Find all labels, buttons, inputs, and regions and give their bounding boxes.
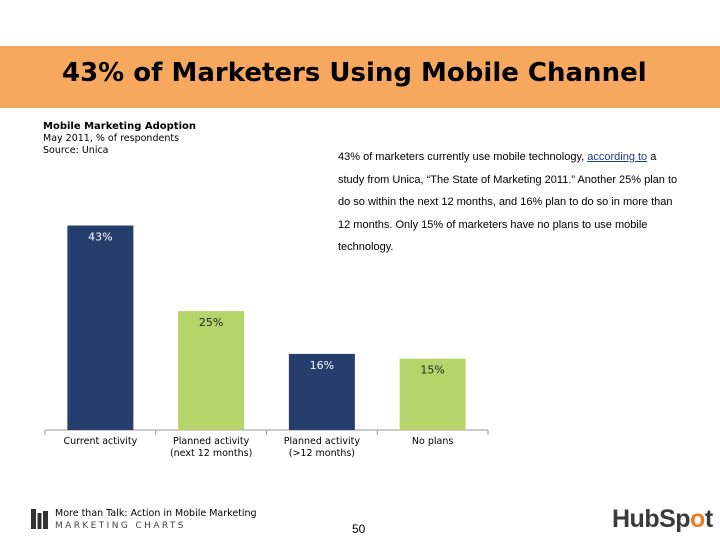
- data-label: 16%: [310, 359, 334, 372]
- hubspot-logo-accent: o: [690, 505, 705, 533]
- summary-text-end: a study from Unica, “The State of Market…: [338, 151, 678, 253]
- data-label: 43%: [88, 231, 112, 244]
- bar: [178, 311, 245, 430]
- category-label: Planned activity: [284, 436, 361, 447]
- bar: [67, 225, 134, 430]
- chart-subtitle: May 2011, % of respondents: [43, 133, 180, 144]
- data-label: 25%: [199, 316, 223, 329]
- footer-caption: More than Talk: Action in Mobile Marketi…: [55, 508, 257, 519]
- hubspot-logo: HubSpot: [612, 505, 713, 534]
- category-label: No plans: [412, 436, 453, 447]
- bar: [288, 353, 355, 430]
- category-label: (next 12 months): [170, 448, 252, 459]
- source-link[interactable]: according to: [587, 151, 648, 163]
- category-label: (>12 months): [289, 448, 355, 459]
- summary-paragraph: 43% of marketers currently use mobile te…: [338, 146, 683, 259]
- summary-text-start: 43% of marketers currently use mobile te…: [338, 151, 588, 163]
- page-number: 50: [352, 522, 366, 536]
- chart-title: Mobile Marketing Adoption: [43, 121, 196, 132]
- category-label: Current activity: [64, 436, 138, 447]
- footer-brand: MARKETING CHARTS: [55, 521, 186, 531]
- chart-source: Source: Unica: [43, 145, 109, 156]
- slide-title: 43% of Marketers Using Mobile Channel: [62, 58, 647, 88]
- data-label: 15%: [420, 364, 444, 377]
- hubspot-logo-suffix: t: [704, 505, 713, 533]
- title-banner: [0, 46, 720, 108]
- category-label: Planned activity: [173, 436, 250, 447]
- bar: [399, 358, 466, 430]
- hubspot-logo-prefix: HubSp: [612, 505, 691, 533]
- marketing-charts-logo-icon: [31, 509, 48, 529]
